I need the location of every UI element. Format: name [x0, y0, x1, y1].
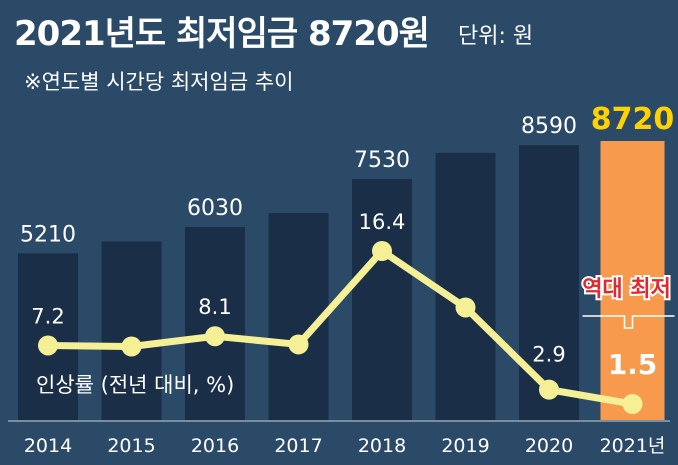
rate-value-label: 2.9	[532, 343, 565, 367]
x-tick-label: 2015	[107, 435, 155, 457]
bar	[435, 152, 496, 420]
bar	[268, 212, 329, 420]
rate-line	[44, 247, 636, 408]
rate-point	[288, 334, 309, 355]
rate-point	[121, 336, 142, 357]
bar-value-label: 5210	[20, 222, 76, 247]
x-tick-label: 2018	[358, 435, 406, 457]
rate-value-label: 8.1	[198, 295, 231, 319]
rate-point	[622, 394, 643, 414]
x-tick-label: 2021년	[600, 435, 666, 457]
rate-point	[205, 326, 225, 347]
x-tick-label: 2016	[191, 435, 239, 457]
bar-value-label: 8720	[591, 102, 675, 137]
bar	[101, 241, 162, 420]
bar	[519, 145, 579, 420]
rate-point	[539, 379, 559, 400]
rate-value-label: 1.5	[608, 348, 658, 381]
annotation-bracket	[582, 315, 675, 329]
rate-point	[38, 335, 58, 356]
chart-subtitle: ※연도별 시간당 최저임금 추이	[24, 70, 294, 94]
bar-value-label: 8590	[521, 114, 577, 139]
rate-value-label: 16.4	[359, 210, 406, 234]
bar-highlight	[600, 141, 665, 420]
x-tick-label: 2019	[441, 435, 489, 457]
rate-point	[455, 297, 476, 318]
unit-label: 단위: 원	[458, 24, 534, 49]
annotation-label: 역대 최저	[582, 277, 671, 302]
x-tick-label: 2020	[525, 435, 573, 457]
bar	[185, 227, 245, 420]
rate-series-label: 인상률 (전년 대비, %)	[36, 373, 234, 397]
bar	[352, 179, 412, 420]
rate-point	[372, 241, 392, 261]
rate-value-label: 7.2	[31, 304, 64, 328]
bar-value-label: 6030	[187, 196, 243, 221]
bar-value-label: 7530	[354, 148, 410, 173]
chart-title: 2021년도 최저임금 8720원	[14, 14, 430, 54]
x-tick-label: 2014	[24, 435, 72, 457]
x-tick-label: 2017	[274, 435, 322, 457]
